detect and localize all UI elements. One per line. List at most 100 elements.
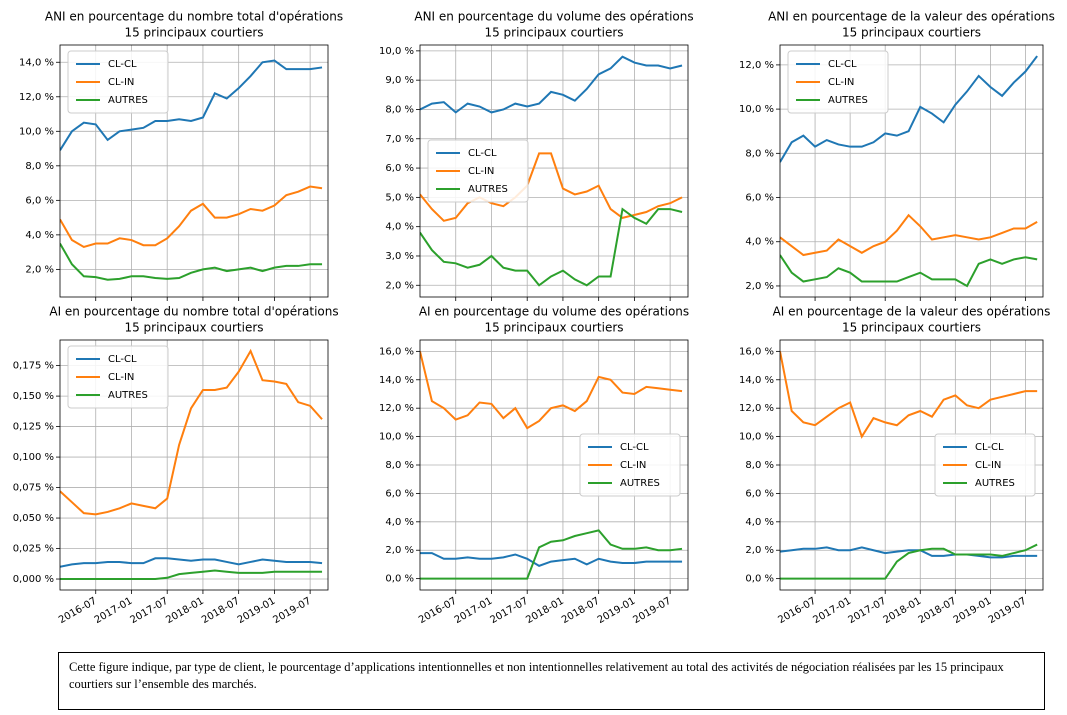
y-tick-label: 2,0 %: [385, 280, 414, 291]
y-tick-label: 12,0 %: [739, 403, 774, 414]
x-tick-label: 2018-01: [164, 596, 206, 626]
x-tick-label: 2018-07: [200, 596, 242, 626]
x-tick-label: 2019-07: [987, 596, 1029, 626]
y-tick-label: 4,0 %: [385, 517, 414, 528]
chart-title: ANI en pourcentage du volume des opérati…: [414, 10, 693, 24]
data-line: [780, 213, 1038, 257]
y-tick-label: 9,0 %: [385, 75, 414, 86]
y-tick-label: 8,0 %: [385, 460, 414, 471]
y-tick-label: 8,0 %: [745, 460, 774, 471]
y-tick-label: 0,0 %: [745, 574, 774, 585]
chart-title: ANI en pourcentage du nombre total d'opé…: [45, 10, 343, 24]
x-tick-label: 2019-01: [236, 596, 278, 626]
legend-label: CL-IN: [108, 77, 134, 88]
y-tick-label: 6,0 %: [25, 195, 54, 206]
legend-label: CL-CL: [108, 354, 137, 365]
y-tick-label: 2,0 %: [745, 281, 774, 292]
legend-box: [934, 433, 1036, 497]
axes-frame: [59, 339, 329, 591]
legend-label: CL-CL: [108, 59, 137, 70]
legend-label: AUTRES: [108, 95, 148, 106]
legend-label: AUTRES: [828, 95, 868, 106]
y-tick-label: 3,0 %: [385, 251, 414, 262]
data-line: [420, 351, 683, 430]
x-tick-label: 2016-07: [776, 596, 818, 626]
y-tick-label: 6,0 %: [385, 488, 414, 499]
chart-subtitle: 15 principaux courtiers: [842, 26, 981, 40]
x-tick-label: 2019-01: [596, 596, 638, 626]
legend-label: AUTRES: [620, 478, 660, 489]
y-tick-label: 0,175 %: [13, 361, 54, 372]
axes-frame: [779, 339, 1044, 591]
legend-label: CL-IN: [975, 460, 1001, 471]
y-tick-label: 10,0 %: [739, 432, 774, 443]
data-line: [420, 152, 683, 222]
data-line: [420, 529, 683, 580]
chart-title: AI en pourcentage du nombre total d'opér…: [49, 305, 338, 319]
data-line: [60, 59, 323, 151]
legend-label: CL-CL: [828, 59, 857, 70]
y-tick-label: 12,0 %: [739, 60, 774, 71]
figure: ANI en pourcentage du nombre total d'opé…: [13, 10, 1055, 627]
x-tick-label: 2016-07: [57, 596, 99, 626]
legend-label: CL-IN: [108, 372, 134, 383]
legend-label: AUTRES: [975, 478, 1015, 489]
data-line: [420, 207, 683, 287]
data-line: [780, 546, 1038, 559]
y-tick-label: 14,0 %: [739, 375, 774, 386]
y-tick-label: 0,025 %: [13, 544, 54, 555]
legend-box: [579, 433, 681, 497]
legend-box: [67, 345, 169, 409]
x-tick-label: 2018-01: [524, 596, 566, 626]
x-tick-label: 2017-07: [489, 596, 531, 626]
x-tick-label: 2018-07: [917, 596, 959, 626]
y-tick-label: 6,0 %: [385, 163, 414, 174]
data-line: [780, 351, 1038, 439]
x-tick-label: 2017-07: [847, 596, 889, 626]
x-tick-label: 2016-07: [417, 596, 459, 626]
x-tick-label: 2018-07: [560, 596, 602, 626]
legend-box: [427, 139, 529, 203]
legend-label: CL-IN: [620, 460, 646, 471]
data-line: [780, 254, 1038, 288]
y-tick-label: 10,0 %: [739, 104, 774, 115]
data-line: [780, 55, 1038, 163]
chart-title: AI en pourcentage de la valeur des opéra…: [773, 305, 1051, 319]
y-tick-label: 10,0 %: [19, 126, 54, 137]
data-line: [420, 55, 683, 114]
x-tick-label: 2018-01: [882, 596, 924, 626]
y-tick-label: 6,0 %: [745, 488, 774, 499]
x-tick-label: 2019-07: [271, 596, 313, 626]
data-line: [60, 569, 323, 581]
data-line: [60, 242, 323, 281]
chart-title: ANI en pourcentage de la valeur des opér…: [768, 10, 1055, 24]
chart-subtitle: 15 principaux courtiers: [124, 321, 263, 335]
data-line: [420, 552, 683, 567]
legend-label: CL-IN: [828, 77, 854, 88]
legend-label: CL-IN: [468, 166, 494, 177]
y-tick-label: 7,0 %: [385, 134, 414, 145]
y-tick-label: 10,0 %: [379, 46, 414, 57]
chart-title: AI en pourcentage du volume des opératio…: [419, 305, 689, 319]
y-tick-label: 0,000 %: [13, 574, 54, 585]
y-tick-label: 0,125 %: [13, 422, 54, 433]
data-line: [60, 557, 323, 568]
data-line: [60, 185, 323, 249]
y-tick-label: 8,0 %: [25, 161, 54, 172]
y-tick-label: 12,0 %: [19, 92, 54, 103]
y-tick-label: 8,0 %: [745, 148, 774, 159]
y-tick-label: 14,0 %: [379, 375, 414, 386]
y-tick-label: 0,100 %: [13, 452, 54, 463]
y-tick-label: 5,0 %: [385, 192, 414, 203]
y-tick-label: 0,075 %: [13, 483, 54, 494]
axes-frame: [419, 339, 689, 591]
legend-label: CL-CL: [620, 442, 649, 453]
x-tick-label: 2017-01: [811, 596, 853, 626]
y-tick-label: 4,0 %: [745, 237, 774, 248]
legend-label: CL-CL: [975, 442, 1004, 453]
x-tick-label: 2017-01: [93, 596, 135, 626]
axes-frame: [779, 44, 1044, 298]
y-tick-label: 16,0 %: [379, 346, 414, 357]
legend-label: AUTRES: [108, 390, 148, 401]
legend-box: [67, 50, 169, 114]
